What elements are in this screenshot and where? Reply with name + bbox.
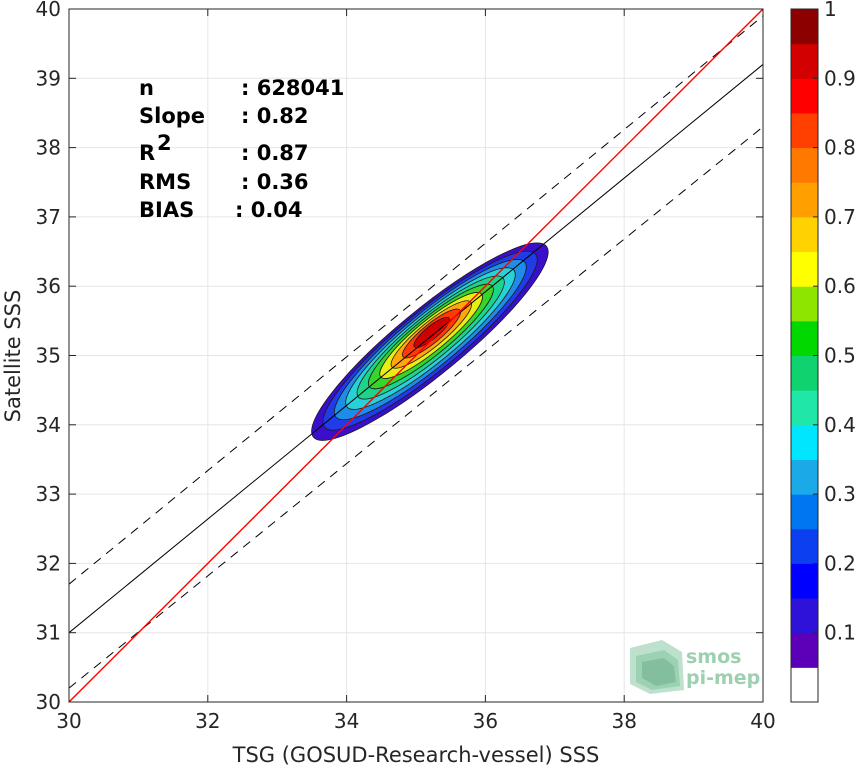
y-axis-label: Satellite SSS	[1, 290, 25, 423]
identity-line	[69, 9, 763, 702]
stat-r2-sup: 2	[157, 131, 172, 155]
stat-slope-value: : 0.82	[241, 104, 309, 128]
stat-bias-value: : 0.04	[235, 198, 303, 222]
x-axis-label: TSG (GOSUD-Research-vessel) SSS	[232, 743, 600, 767]
colorbar-segment-10	[791, 320, 818, 356]
colorbar-segment-9	[791, 355, 818, 391]
colorbar-segment-1	[791, 632, 818, 668]
colorbar-segment-16	[791, 112, 818, 149]
colorbar-segment-12	[791, 251, 818, 287]
x-tick-label-4: 38	[611, 709, 636, 733]
colorbar: 0.1 0.2 0.3 0.4 0.5 0.6 0.7 0.8 0.9 1	[790, 0, 856, 703]
stat-bias-label: BIAS	[139, 198, 194, 222]
colorbar-segment-7	[791, 424, 818, 460]
colorbar-segment-8	[791, 390, 818, 426]
y-tick-label-6: 36	[36, 274, 61, 298]
stat-n-value: : 628041	[241, 76, 344, 100]
colorbar-tick-label-0: 0.1	[824, 621, 856, 645]
colorbar-segment-2	[791, 598, 818, 634]
colorbar-tick-label-5: 0.6	[824, 274, 856, 298]
colorbar-segment-17	[791, 78, 818, 114]
colorbar-segment-19	[791, 9, 818, 45]
stat-r2-label: R	[139, 141, 155, 165]
colorbar-tick-label-3: 0.4	[824, 413, 856, 437]
x-tick-label-0: 30	[56, 709, 81, 733]
colorbar-segment-0	[791, 667, 818, 703]
y-tick-label-9: 39	[36, 66, 61, 90]
stat-n-label: n	[139, 76, 154, 100]
colorbar-tick-label-4: 0.5	[824, 344, 856, 368]
stat-rms-label: RMS	[139, 170, 191, 194]
y-tick-label-0: 30	[36, 690, 61, 714]
y-tick-label-7: 37	[36, 205, 61, 229]
x-tick-label-5: 40	[750, 709, 775, 733]
stats-annotation: n : 628041 Slope : 0.82 R 2 : 0.87 RMS :…	[139, 76, 344, 222]
logo-line2: pi-mep	[686, 667, 760, 689]
colorbar-tick-label-6: 0.7	[824, 205, 856, 229]
fit-lower-line	[69, 126, 763, 689]
colorbar-tick-label-2: 0.3	[824, 482, 856, 506]
y-tick-label-2: 32	[36, 551, 61, 575]
axis-ticks: 30 32 34 36 38 40 30 31 32 33 34 35 36 37 38 39 40	[36, 0, 776, 733]
logo-line1: smos	[686, 646, 741, 668]
y-tick-label-10: 40	[36, 0, 61, 21]
y-tick-label-5: 35	[36, 344, 61, 368]
colorbar-segment-3	[791, 563, 818, 599]
colorbar-segment-11	[791, 286, 818, 322]
y-tick-label-3: 33	[36, 482, 61, 506]
grid	[68, 8, 764, 703]
smos-pi-mep-logo: smos pi-mep	[630, 640, 760, 694]
colorbar-tick-label-8: 0.9	[824, 66, 856, 90]
stat-slope-label: Slope	[139, 104, 205, 128]
colorbar-segment-13	[791, 216, 818, 253]
y-tick-label-1: 31	[36, 621, 61, 645]
colorbar-segment-4	[791, 528, 818, 564]
colorbar-segment-14	[791, 182, 818, 218]
x-tick-label-1: 32	[195, 709, 220, 733]
colorbar-segment-15	[791, 147, 818, 183]
colorbar-segment-6	[791, 459, 818, 495]
colorbar-tick-label-1: 0.2	[824, 551, 856, 575]
x-tick-label-3: 36	[473, 709, 498, 733]
fit-upper-line	[69, 15, 763, 585]
reference-lines	[69, 9, 763, 702]
x-tick-label-2: 34	[334, 709, 359, 733]
stat-r2-value: : 0.87	[241, 141, 309, 165]
density-level-10	[413, 316, 451, 348]
colorbar-tick-label-9: 1	[824, 0, 837, 21]
colorbar-tick-label-7: 0.8	[824, 136, 856, 160]
fit-line	[69, 64, 763, 634]
colorbar-segment-5	[791, 494, 818, 530]
colorbar-segment-18	[791, 43, 818, 79]
stat-rms-value: : 0.36	[241, 170, 309, 194]
y-tick-label-8: 38	[36, 136, 61, 160]
y-tick-label-4: 34	[36, 413, 61, 437]
